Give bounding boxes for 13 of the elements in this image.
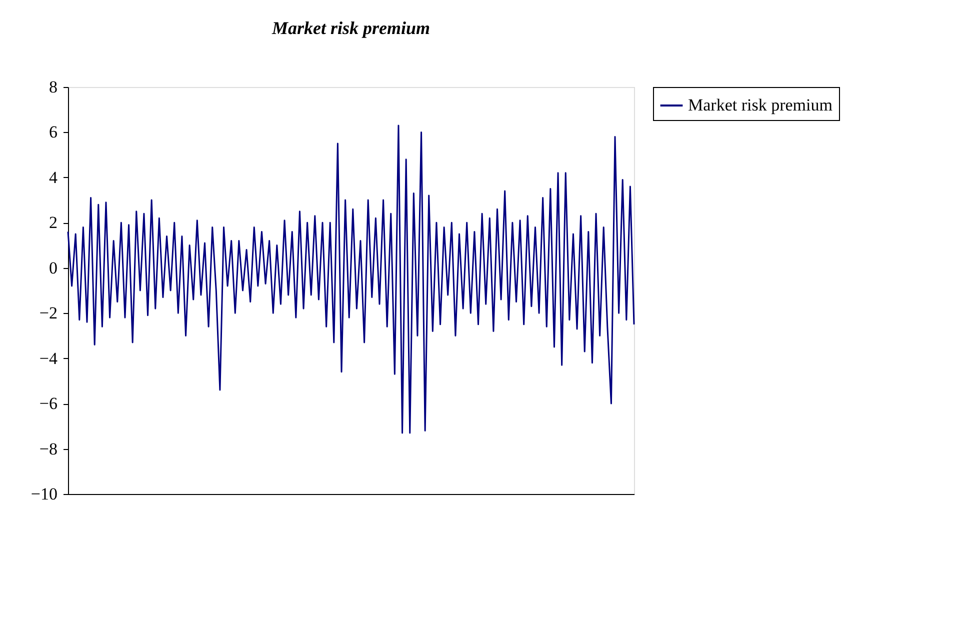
y-tick-label: 2 <box>49 213 58 232</box>
chart-title: Market risk premium <box>270 18 430 38</box>
y-tick-label: −4 <box>39 348 58 368</box>
y-tick-label: −6 <box>39 394 58 414</box>
y-tick-label: −2 <box>39 304 58 323</box>
line-series <box>67 124 635 434</box>
y-tick-label: 4 <box>49 168 58 187</box>
legend-label: Market risk premium <box>688 96 832 114</box>
y-tick-label: −8 <box>39 439 58 458</box>
y-tick-label: 8 <box>49 78 58 96</box>
y-tick-label: 6 <box>49 122 58 142</box>
y-tick-label: 0 <box>49 258 58 278</box>
y-tick-label: −10 <box>30 484 58 504</box>
